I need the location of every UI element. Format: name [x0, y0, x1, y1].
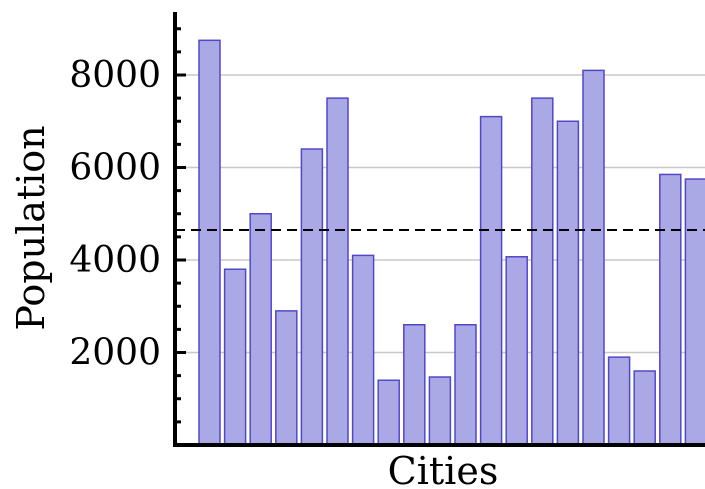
bar: [454, 324, 477, 446]
bar: [326, 97, 349, 446]
bar: [659, 173, 682, 446]
bar: [531, 97, 554, 446]
bar: [684, 178, 705, 446]
bars: [198, 39, 705, 446]
bar: [377, 379, 400, 446]
y-tick-label: 4000: [69, 240, 161, 281]
bar: [403, 324, 426, 446]
y-axis-title: Population: [9, 125, 53, 330]
y-tick-label: 2000: [69, 333, 161, 374]
bar: [505, 256, 528, 446]
axes: [173, 12, 705, 447]
bar: [249, 213, 272, 446]
bar: [633, 370, 656, 446]
y-ticks: 2000 4000 6000 8000: [69, 27, 186, 424]
bar: [582, 69, 605, 446]
bar: [607, 356, 631, 446]
bar: [479, 115, 503, 446]
bar: [223, 268, 247, 446]
bar: [275, 310, 298, 446]
y-tick-label: 8000: [69, 55, 161, 96]
bar: [556, 120, 580, 446]
bar: [198, 39, 221, 446]
bar: [428, 376, 452, 446]
x-axis-title: Cities: [388, 449, 499, 489]
y-tick-label: 6000: [69, 148, 161, 189]
bar: [351, 254, 375, 446]
bar: [300, 148, 324, 446]
